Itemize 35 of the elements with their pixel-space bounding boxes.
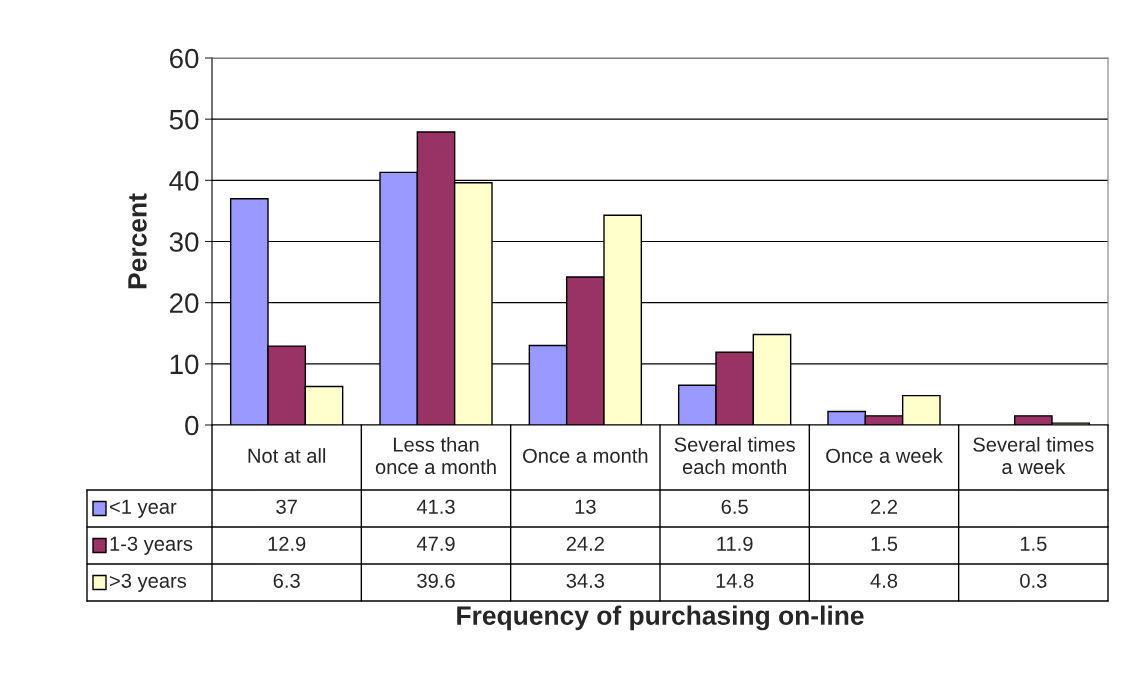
data-label: 41.3 — [416, 499, 455, 514]
legend-label: >3 years — [109, 573, 187, 592]
data-label: 2.2 — [871, 499, 897, 514]
legend-label: 1-3 years — [110, 536, 193, 555]
y-axis-title: Percent — [128, 193, 147, 289]
x-tick-label: Once a month — [523, 448, 648, 463]
data-label: 14.8 — [716, 573, 754, 588]
x-tick-label: Not at all — [248, 448, 326, 463]
data-label: 37 — [276, 499, 297, 514]
data-label: 0.3 — [1020, 573, 1047, 588]
data-label: 34.3 — [566, 573, 605, 588]
x-axis-title: Frequency of purchasing on-line — [457, 605, 864, 631]
y-tick-label: 60 — [170, 48, 199, 69]
data-label: 47.9 — [416, 536, 455, 551]
data-label: 13 — [575, 499, 596, 514]
data-label: 4.8 — [870, 573, 898, 588]
data-label: 6.5 — [721, 499, 748, 514]
data-label: 11.9 — [717, 536, 753, 551]
data-label: 39.6 — [417, 573, 455, 588]
data-label: 24.2 — [566, 536, 604, 551]
data-label: 1.5 — [1020, 536, 1047, 551]
data-label: 1.5 — [871, 536, 898, 551]
y-tick-label: 30 — [169, 232, 199, 252]
x-tick-label: Several times a week — [973, 436, 1094, 475]
y-tick-label: 0 — [185, 415, 199, 436]
y-tick-label: 10 — [170, 354, 199, 375]
y-tick-label: 20 — [170, 293, 199, 314]
x-tick-label: Several times each month — [674, 436, 795, 475]
legend-label: <1 year — [109, 499, 177, 518]
data-label: 12.9 — [268, 536, 306, 551]
y-tick-label: 40 — [169, 171, 199, 191]
data-label: 6.3 — [273, 573, 300, 588]
y-tick-label: 50 — [169, 109, 199, 130]
x-tick-label: Once a week — [826, 448, 943, 463]
x-tick-label: Less than once a month — [375, 436, 496, 475]
